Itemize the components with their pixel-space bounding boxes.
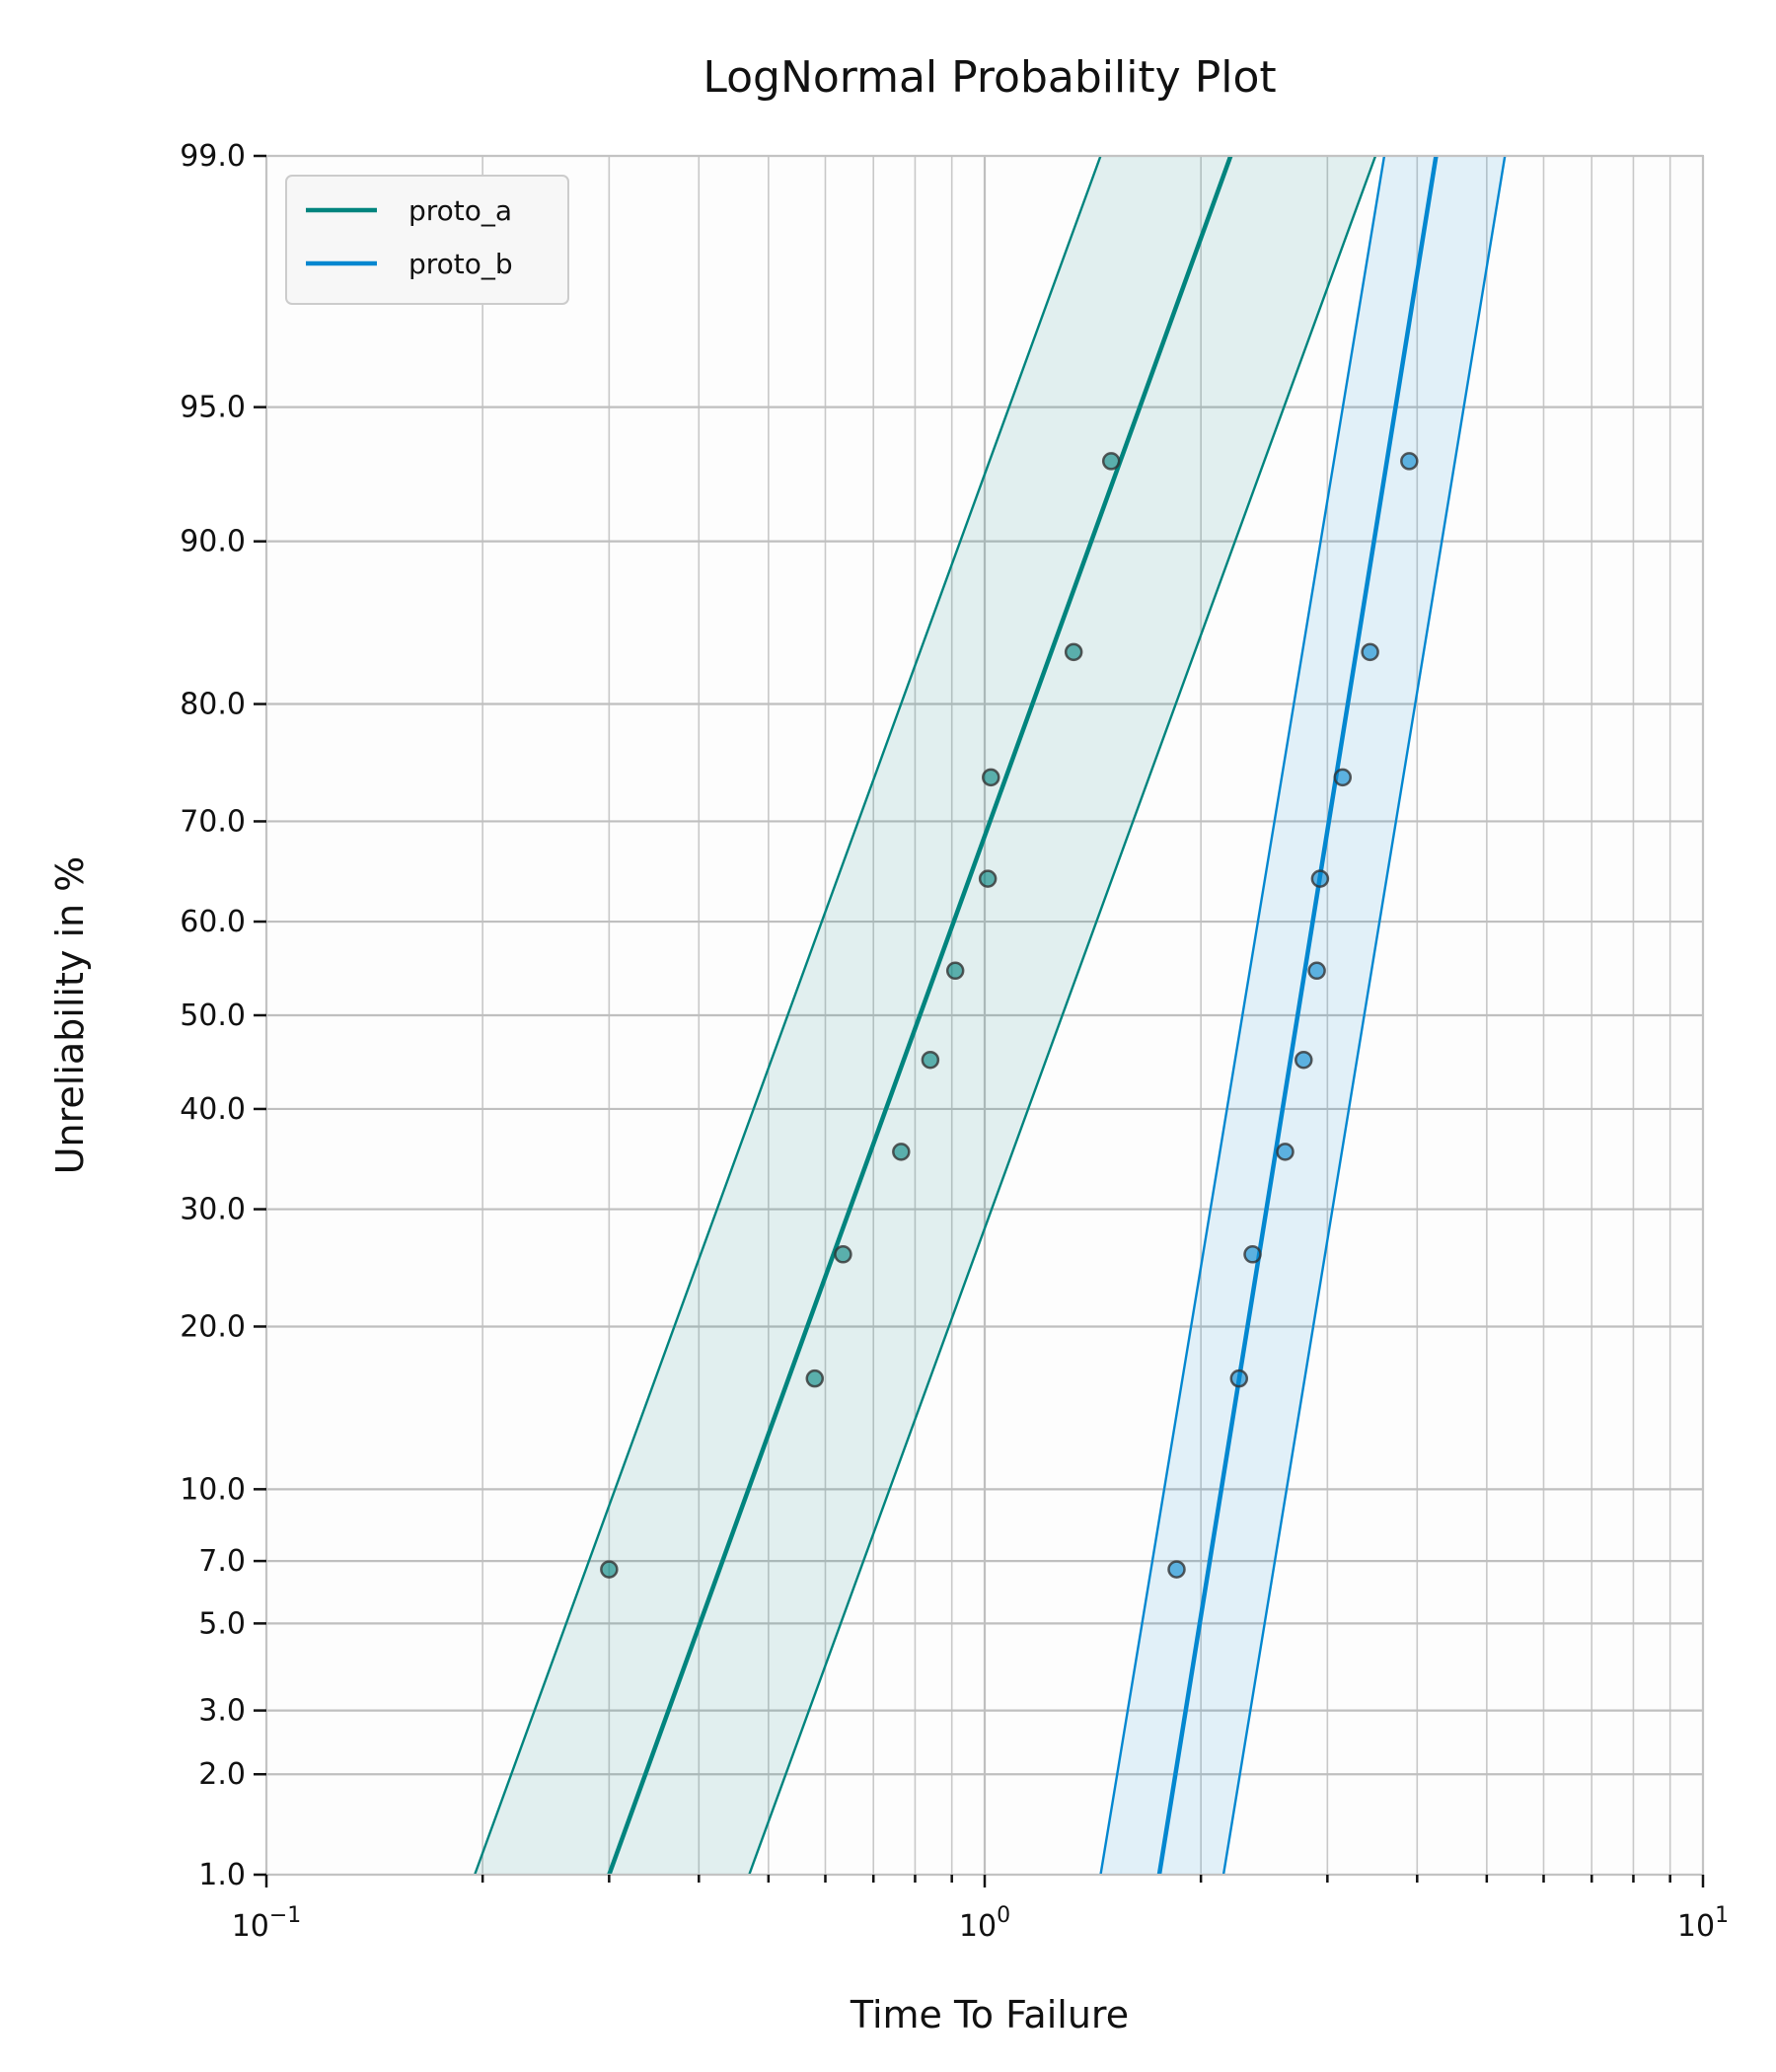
y-tick-label: 90.0	[180, 525, 246, 559]
data-point-proto_b	[1229, 1369, 1249, 1388]
data-points	[600, 452, 1419, 1579]
y-axis: 1.0 2.0 3.0 5.0 7.0 10.0 20.0 30.0 40.0 50.0 60.0 7…	[180, 139, 266, 1892]
data-point-proto_b	[1361, 642, 1379, 662]
x-tick-exponent: 0	[997, 1903, 1010, 1928]
legend: proto_a proto_b	[285, 175, 569, 305]
data-point-proto_b	[1167, 1560, 1186, 1579]
ci-lower-line-proto_b	[1221, 155, 1507, 1876]
data-point-proto_b	[1310, 869, 1330, 888]
data-point-proto_a	[805, 1369, 825, 1388]
y-tick-label: 70.0	[180, 804, 246, 839]
data-point-proto_b	[1333, 768, 1353, 787]
data-point-proto_a	[1064, 642, 1083, 662]
y-tick-label: 7.0	[198, 1544, 246, 1579]
data-point-proto_a	[600, 1560, 619, 1579]
y-tick-label: 99.0	[180, 139, 246, 174]
y-tick-label: 1.0	[198, 1858, 246, 1892]
y-tick-label: 50.0	[180, 999, 246, 1033]
x-tick-label: 100	[959, 1903, 1010, 1944]
legend-label-proto_b: proto_b	[408, 248, 513, 280]
fit-line-proto_a	[607, 155, 1233, 1876]
data-point-proto_b	[1295, 1050, 1313, 1070]
y-tick-label: 10.0	[180, 1472, 246, 1507]
y-tick-label: 95.0	[180, 391, 246, 425]
data-point-proto_a	[982, 768, 1000, 787]
legend-label-proto_a: proto_a	[408, 194, 512, 227]
y-tick-label: 3.0	[198, 1694, 246, 1729]
x-tick-label: 10−1	[232, 1903, 302, 1944]
data-point-proto_a	[892, 1143, 911, 1161]
data-point-proto_a	[1101, 452, 1121, 471]
data-point-proto_a	[978, 869, 998, 888]
legend-box	[285, 175, 569, 305]
confidence-band-proto_a	[475, 156, 1376, 1875]
y-tick-label: 20.0	[180, 1309, 246, 1344]
y-tick-label: 2.0	[198, 1757, 246, 1792]
y-tick-label: 80.0	[180, 688, 246, 722]
x-tick-exponent: −1	[269, 1903, 301, 1928]
data-point-proto_a	[834, 1245, 852, 1264]
y-tick-label: 30.0	[180, 1193, 246, 1227]
fit-lines	[474, 155, 1507, 1876]
confidence-bands	[475, 156, 1506, 1875]
data-point-proto_a	[921, 1050, 940, 1070]
x-axis-label: Time To Failure	[850, 1993, 1129, 2036]
data-point-proto_a	[945, 961, 965, 981]
confidence-band-proto_b	[1100, 156, 1506, 1875]
chart-title: LogNormal Probability Plot	[703, 52, 1276, 103]
x-tick-base: 10	[959, 1909, 997, 1944]
y-tick-label: 60.0	[180, 905, 246, 939]
x-tick-label: 101	[1677, 1903, 1729, 1944]
data-point-proto_b	[1307, 961, 1326, 981]
ci-upper-line-proto_a	[474, 155, 1102, 1876]
y-tick-label: 40.0	[180, 1092, 246, 1127]
ci-lower-line-proto_a	[748, 155, 1377, 1876]
x-tick-exponent: 1	[1715, 1903, 1729, 1928]
data-point-proto_b	[1400, 452, 1419, 471]
data-point-proto_b	[1243, 1245, 1262, 1264]
fit-line-proto_b	[1156, 155, 1439, 1876]
ci-upper-line-proto_b	[1099, 155, 1386, 1876]
y-axis-label: Unreliability in %	[48, 856, 92, 1175]
data-point-proto_b	[1276, 1143, 1295, 1161]
x-tick-base: 10	[232, 1909, 269, 1944]
x-axis: 10−1 100 101	[232, 1875, 1729, 1944]
y-tick-label: 5.0	[198, 1606, 246, 1641]
x-tick-base: 10	[1677, 1909, 1715, 1944]
